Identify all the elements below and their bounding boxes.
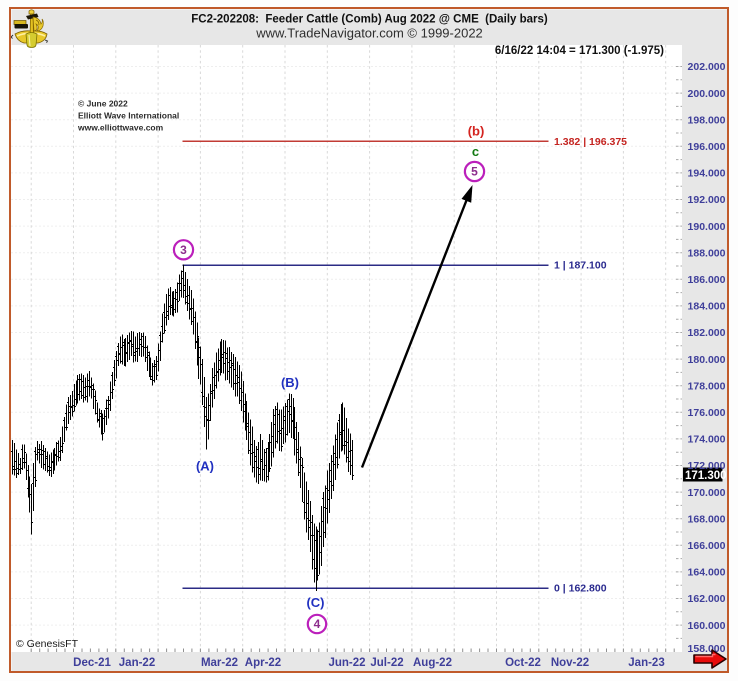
svg-text:160.000: 160.000 [688,620,726,632]
svg-text:Jan-22: Jan-22 [119,657,155,669]
svg-text:172.000: 172.000 [688,460,726,472]
svg-text:www.TradeNavigator.com © 1999-: www.TradeNavigator.com © 1999-2022 [255,26,483,41]
svg-text:168.000: 168.000 [688,513,726,525]
svg-text:www.elliottwave.com: www.elliottwave.com [77,123,164,133]
svg-text:170.000: 170.000 [688,487,726,499]
svg-text:164.000: 164.000 [688,567,726,579]
svg-text:158.000: 158.000 [688,643,726,655]
svg-text:(A): (A) [196,459,214,474]
svg-text:200.000: 200.000 [688,88,726,100]
svg-text:184.000: 184.000 [688,301,726,313]
svg-text:202.000: 202.000 [688,61,726,73]
svg-text:192.000: 192.000 [688,194,726,206]
svg-text:Jun-22: Jun-22 [328,657,365,669]
svg-text:196.000: 196.000 [688,141,726,153]
svg-text:182.000: 182.000 [688,327,726,339]
svg-text:Nov-22: Nov-22 [551,657,589,669]
svg-text:c: c [472,144,479,159]
svg-text:Apr-22: Apr-22 [245,657,281,669]
svg-text:Oct-22: Oct-22 [505,657,541,669]
svg-text:6/16/22 14:04 = 171.300 (-1.97: 6/16/22 14:04 = 171.300 (-1.975) [495,45,664,57]
svg-text:178.000: 178.000 [688,380,726,392]
svg-text:Jul-22: Jul-22 [370,657,403,669]
svg-text:0 | 162.800: 0 | 162.800 [554,583,607,595]
svg-text:Dec-21: Dec-21 [73,657,111,669]
svg-text:180.000: 180.000 [688,354,726,366]
svg-text:1.382 | 196.375: 1.382 | 196.375 [554,136,627,148]
svg-text:(C): (C) [306,595,324,610]
svg-text:Aug-22: Aug-22 [413,657,452,669]
svg-text:© GenesisFT: © GenesisFT [16,638,79,650]
svg-text:4: 4 [314,617,321,631]
svg-text:5: 5 [471,165,478,179]
svg-text:FC2-202208: Feeder Cattle (Co: FC2-202208: Feeder Cattle (Comb) Aug 202… [191,14,548,26]
svg-text:188.000: 188.000 [688,247,726,259]
svg-text:198.000: 198.000 [688,114,726,126]
svg-text:162.000: 162.000 [688,593,726,605]
svg-text:Jan-23: Jan-23 [628,657,664,669]
svg-text:194.000: 194.000 [688,168,726,180]
svg-text:176.000: 176.000 [688,407,726,419]
svg-text:174.000: 174.000 [688,434,726,446]
svg-text:1 | 187.100: 1 | 187.100 [554,260,607,272]
svg-text:166.000: 166.000 [688,540,726,552]
svg-text:3: 3 [180,243,187,257]
svg-text:(B): (B) [281,375,299,390]
svg-text:190.000: 190.000 [688,221,726,233]
svg-text:© June 2022: © June 2022 [78,99,128,109]
svg-text:Mar-22: Mar-22 [201,657,238,669]
svg-text:171.300: 171.300 [685,470,727,482]
svg-text:186.000: 186.000 [688,274,726,286]
svg-text:Elliott Wave International: Elliott Wave International [78,111,179,121]
svg-text:(b): (b) [468,124,485,139]
